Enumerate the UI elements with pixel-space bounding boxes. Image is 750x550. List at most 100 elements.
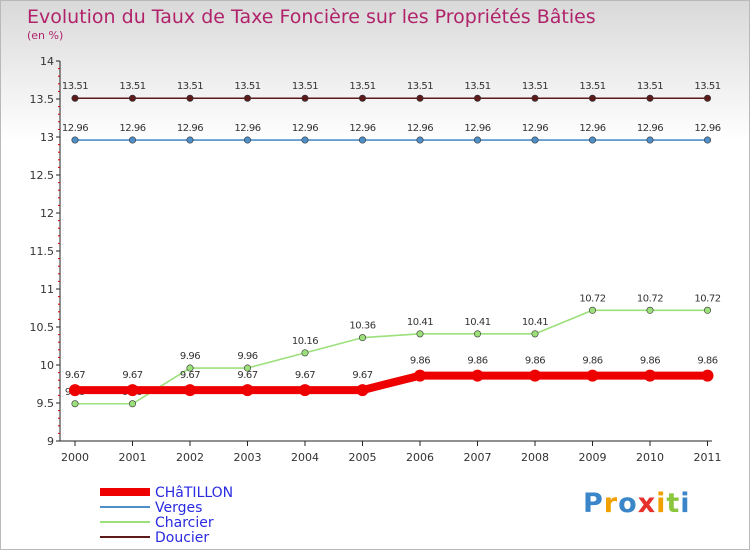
data-point-doucier — [244, 94, 252, 102]
data-point-charcier — [358, 334, 366, 342]
data-point-charcier — [588, 306, 596, 314]
data-point-ch-tillon — [299, 384, 311, 397]
data-label-verges: 12.96 — [464, 123, 490, 134]
data-point-doucier — [473, 94, 481, 102]
data-label-doucier: 13.51 — [464, 81, 490, 92]
data-point-ch-tillon — [586, 369, 599, 382]
x-tick-label: 2000 — [61, 451, 89, 464]
data-label-verges: 12.96 — [349, 123, 375, 134]
data-label-charcier: 10.16 — [292, 336, 318, 347]
data-label-doucier: 13.51 — [119, 81, 145, 92]
series-line-charcier — [75, 309, 708, 405]
data-point-doucier — [358, 94, 366, 102]
data-label-charcier: 10.41 — [522, 317, 548, 328]
data-label-charcier: 10.72 — [694, 293, 720, 304]
chart-title: Evolution du Taux de Taxe Foncière sur l… — [27, 6, 596, 28]
x-tick-label: 2009 — [579, 451, 607, 464]
data-point-ch-tillon — [471, 369, 484, 382]
y-tick-label: 10 — [40, 359, 54, 372]
data-point-ch-tillon — [529, 369, 541, 382]
data-point-charcier — [646, 306, 654, 314]
data-point-ch-tillon — [184, 384, 196, 397]
series-line-ch-tillon — [75, 371, 708, 395]
data-point-charcier — [301, 349, 309, 357]
data-point-ch-tillon — [356, 384, 369, 397]
x-tick-label: 2008 — [521, 451, 549, 464]
y-tick-label: 10.5 — [30, 321, 55, 334]
data-point-doucier — [71, 94, 79, 102]
data-point-verges — [186, 136, 194, 144]
data-point-doucier — [416, 94, 424, 102]
data-point-ch-tillon — [644, 369, 656, 382]
y-tick-label: 9 — [47, 435, 54, 448]
x-tick-label: 2007 — [464, 451, 492, 464]
data-label-doucier: 13.51 — [637, 81, 663, 92]
y-tick-label: 11.5 — [30, 245, 55, 258]
logo-letter: i — [656, 488, 667, 519]
data-label-ch-tillon: 9.67 — [237, 370, 257, 381]
y-tick-label: 12.5 — [30, 169, 55, 182]
data-point-verges — [301, 136, 309, 144]
x-tick-label: 2001 — [119, 451, 147, 464]
data-label-ch-tillon: 9.86 — [467, 356, 487, 367]
data-label-ch-tillon: 9.67 — [295, 370, 315, 381]
logo-letter: i — [680, 488, 691, 519]
data-point-charcier — [129, 400, 137, 408]
data-label-doucier: 13.51 — [292, 81, 318, 92]
data-point-ch-tillon — [69, 384, 81, 397]
x-tick-label: 2002 — [176, 451, 204, 464]
data-label-charcier: 9.96 — [237, 351, 257, 362]
logo-letter: o — [618, 488, 638, 519]
data-label-verges: 12.96 — [579, 123, 605, 134]
x-tick-label: 2005 — [349, 451, 377, 464]
data-label-ch-tillon: 9.67 — [122, 370, 142, 381]
data-point-verges — [416, 136, 424, 144]
data-point-ch-tillon — [126, 384, 139, 397]
data-point-verges — [71, 136, 79, 144]
data-point-doucier — [703, 94, 711, 102]
data-point-verges — [703, 136, 711, 144]
data-point-charcier — [473, 330, 481, 338]
data-point-verges — [473, 136, 481, 144]
data-label-doucier: 13.51 — [579, 81, 605, 92]
logo-letter: x — [637, 488, 657, 519]
y-tick-label: 13.5 — [30, 93, 55, 106]
y-tick-label: 14 — [40, 55, 54, 68]
data-point-doucier — [646, 94, 654, 102]
data-label-charcier: 10.72 — [579, 293, 605, 304]
data-point-ch-tillon — [241, 384, 254, 397]
data-label-verges: 12.96 — [522, 123, 548, 134]
data-label-ch-tillon: 9.86 — [582, 356, 602, 367]
data-point-doucier — [588, 94, 596, 102]
data-label-ch-tillon: 9.86 — [697, 356, 717, 367]
data-label-verges: 12.96 — [234, 123, 260, 134]
logo-letter: P — [583, 488, 604, 519]
logo-letter: t — [666, 488, 681, 519]
legend-label-doucier: Doucier — [155, 530, 209, 546]
data-point-verges — [129, 136, 137, 144]
data-point-doucier — [301, 94, 309, 102]
data-point-charcier — [703, 306, 711, 314]
data-point-charcier — [71, 400, 79, 408]
data-point-verges — [244, 136, 252, 144]
data-point-charcier — [244, 364, 252, 372]
y-tick-label: 13 — [40, 131, 54, 144]
data-point-verges — [358, 136, 366, 144]
y-tick-label: 11 — [40, 283, 54, 296]
data-label-ch-tillon: 9.67 — [180, 370, 200, 381]
legend-label-ch-tillon: CHâTILLON — [155, 485, 233, 501]
data-label-verges: 12.96 — [407, 123, 433, 134]
logo-letter: r — [603, 488, 619, 519]
y-tick-label: 9.5 — [37, 397, 55, 410]
data-label-doucier: 13.51 — [407, 81, 433, 92]
data-label-doucier: 13.51 — [62, 81, 88, 92]
x-tick-label: 2003 — [234, 451, 262, 464]
x-tick-label: 2004 — [291, 451, 319, 464]
data-label-verges: 12.96 — [62, 123, 88, 134]
data-label-doucier: 13.51 — [522, 81, 548, 92]
x-tick-label: 2011 — [694, 451, 722, 464]
data-label-charcier: 10.36 — [349, 321, 375, 332]
data-point-charcier — [186, 364, 194, 372]
data-label-ch-tillon: 9.86 — [640, 356, 660, 367]
